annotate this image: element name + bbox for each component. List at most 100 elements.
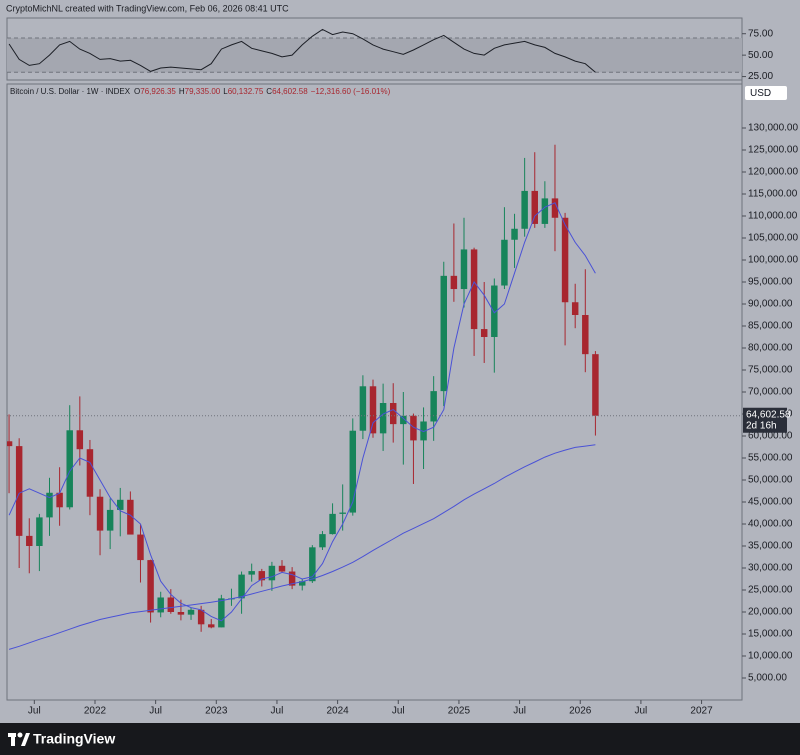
y-tick-label: 110,000.00: [748, 211, 798, 222]
x-tick-label: Jul: [149, 706, 162, 717]
y-tick-label: 75,000.00: [748, 365, 793, 376]
candle-body: [7, 441, 13, 447]
symbol-legend: Bitcoin / U.S. Dollar · 1W · INDEX O76,92…: [10, 87, 391, 96]
ohlc-key: L: [223, 87, 228, 96]
x-tick-label: 2022: [84, 706, 107, 717]
y-tick-label: 125,000.00: [748, 145, 798, 156]
candle-body: [298, 581, 306, 586]
candle-body: [339, 512, 346, 514]
credit: CryptoMichNL created with TradingView.co…: [6, 3, 289, 13]
y-tick-label: 15,000.00: [748, 629, 793, 640]
candle-body: [137, 534, 144, 561]
y-tick-label: 70,000.00: [748, 387, 793, 398]
candle-body: [278, 565, 286, 572]
ohlc-key: H: [179, 87, 185, 96]
y-tick-label: 60,000.00: [748, 431, 793, 442]
y-tick-label: 20,000.00: [748, 607, 793, 618]
candle-body: [86, 449, 94, 497]
symbol-title: Bitcoin / U.S. Dollar · 1W · INDEX: [10, 87, 131, 96]
y-tick-label: 50,000.00: [748, 475, 793, 486]
candle-body: [46, 492, 53, 518]
x-tick-label: 2027: [690, 706, 713, 717]
candle-body: [480, 329, 488, 337]
candle-body: [571, 302, 579, 315]
x-tick-label: 2023: [205, 706, 228, 717]
y-tick-label: 25,000.00: [748, 585, 793, 596]
candle-body: [420, 421, 427, 441]
y-tick-label: 30,000.00: [748, 563, 793, 574]
candle-body: [551, 198, 559, 218]
y-tick-label: 40,000.00: [748, 519, 793, 530]
candle-body: [167, 597, 175, 612]
rsi-line: [8, 28, 596, 73]
candle-body: [218, 598, 225, 628]
moving-average: [8, 444, 596, 650]
candle-body: [26, 535, 33, 546]
candle-body: [359, 386, 367, 431]
candle-body: [157, 597, 164, 613]
currency-box: [745, 86, 787, 100]
candle-body: [66, 430, 73, 508]
candle-body: [147, 560, 154, 613]
ohlc-value: 64,602.58: [272, 87, 308, 96]
candle-body: [511, 228, 518, 240]
ohlc-value: 60,132.75: [228, 87, 264, 96]
candle-body: [491, 285, 498, 337]
candle-body: [379, 403, 387, 434]
candle-body: [521, 190, 528, 229]
candle-body: [76, 430, 84, 450]
candle-body: [531, 190, 538, 224]
x-tick-label: Jul: [635, 706, 648, 717]
rsi-band: [7, 38, 742, 73]
ohlc-key: C: [266, 87, 272, 96]
candle-body: [501, 239, 508, 286]
price-plot: [7, 144, 599, 650]
x-tick-label: Jul: [28, 706, 41, 717]
y-tick-label: 80,000.00: [748, 343, 793, 354]
ohlc-key: O: [134, 87, 140, 96]
candle-body: [470, 249, 478, 330]
candle-body: [561, 217, 569, 303]
candle-body: [56, 492, 63, 508]
moving-average: [8, 202, 596, 622]
currency: USD: [750, 88, 771, 99]
candle-body: [450, 275, 458, 290]
candle-body: [15, 446, 23, 536]
candle-body: [208, 624, 215, 628]
candle-body: [238, 574, 245, 599]
candle-body: [541, 198, 549, 224]
y-tick-label: 100,000.00: [748, 255, 798, 266]
candle-body: [582, 315, 589, 355]
candle-body: [187, 609, 195, 615]
x-tick-label: 2026: [569, 706, 592, 717]
ohlc-value: 76,926.35: [140, 87, 176, 96]
candle-body: [319, 534, 326, 548]
candle-body: [268, 565, 276, 581]
x-tick-label: Jul: [271, 706, 284, 717]
y-tick-label: 85,000.00: [748, 321, 793, 332]
y-tick-label: 5,000.00: [748, 673, 787, 684]
x-tick-label: 2024: [326, 706, 349, 717]
y-tick-label: 120,000.00: [748, 167, 798, 178]
y-tick-label: 55,000.00: [748, 453, 793, 464]
candle-body: [329, 513, 336, 535]
candle-body: [389, 403, 397, 425]
candle-body: [96, 496, 104, 531]
brand-logo: [8, 732, 30, 746]
ohlc-value: 79,335.00: [185, 87, 221, 96]
candle-body: [106, 509, 114, 531]
footer-bar: [0, 723, 800, 755]
candle-body: [592, 354, 599, 416]
rsi-y-tick-label: 25.00: [748, 71, 773, 82]
rsi-y-tick-label: 75.00: [748, 28, 773, 39]
x-tick-label: Jul: [392, 706, 405, 717]
candle-body: [410, 415, 417, 441]
candle-body: [400, 415, 407, 425]
y-tick-label: 115,000.00: [748, 189, 798, 200]
candle-body: [258, 571, 266, 581]
y-tick-label: 35,000.00: [748, 541, 793, 552]
last-price-label: 64,602.58: [746, 409, 791, 420]
last-price-box: [743, 407, 787, 433]
candle-body: [440, 275, 448, 392]
